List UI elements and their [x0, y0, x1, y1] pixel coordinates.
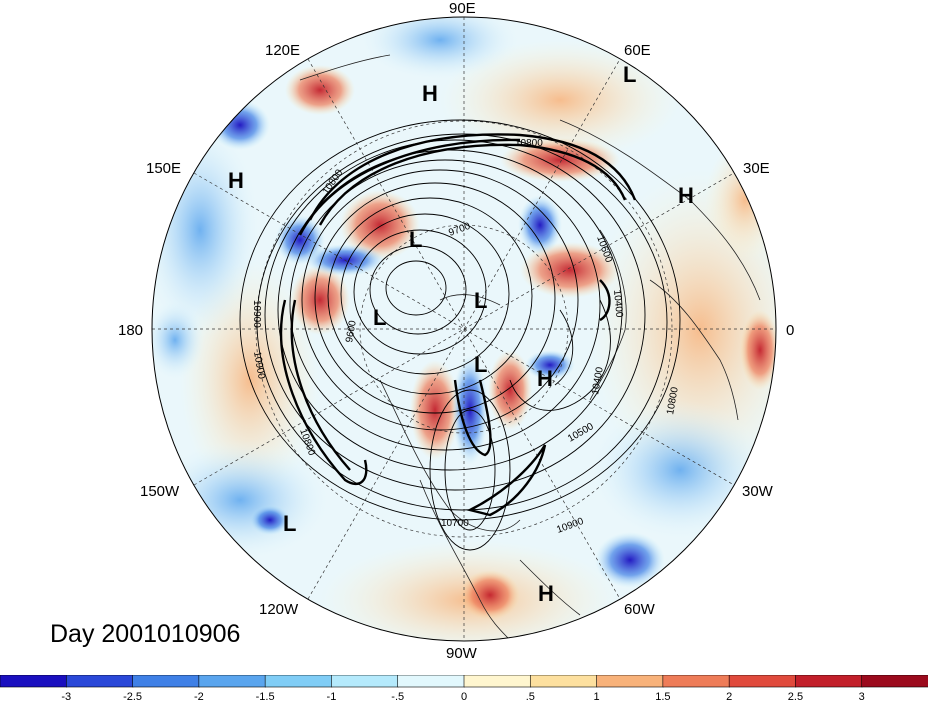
- pressure-center: L: [474, 352, 487, 377]
- contour-label: 10800: [515, 138, 543, 149]
- contour-label: 9600: [344, 319, 359, 343]
- colorbar-box: [662, 675, 730, 688]
- pressure-center: L: [283, 511, 296, 536]
- lon-label-30w: 30W: [742, 483, 774, 500]
- colorbar-tick-label: .5: [526, 691, 535, 702]
- colorbar-tick-label: 2: [726, 691, 732, 702]
- pressure-center: H: [678, 183, 694, 208]
- pressure-center: H: [538, 581, 554, 606]
- contour-label: 10400: [611, 289, 624, 318]
- contour-label: 10800: [665, 386, 681, 416]
- pressure-center: H: [537, 366, 553, 391]
- colorbar-tick-label: -.5: [391, 691, 404, 702]
- lon-label-60w: 60W: [624, 601, 656, 618]
- pressure-center: L: [623, 62, 636, 87]
- lon-label-0: 0: [786, 322, 794, 339]
- pressure-center: L: [409, 227, 422, 252]
- colorbar-box: [529, 675, 598, 688]
- colorbar-tick-label: -2.5: [123, 691, 142, 702]
- colorbar-box: [132, 675, 200, 688]
- colorbar-tick-label: 0: [461, 691, 467, 702]
- colorbar-box: [0, 675, 68, 688]
- contour-label: 10400: [590, 366, 606, 396]
- lon-label-90e: 90E: [449, 0, 476, 17]
- contour-label-group: 10800 10800 9700 10600 10900 9600 10400 …: [251, 138, 681, 536]
- pressure-centers: H L H H L L L L H L H: [228, 62, 694, 606]
- date-caption: Day 2001010906: [50, 620, 241, 648]
- polar-map: 10800 10800 9700 10600 10900 9600 10400 …: [118, 0, 794, 662]
- contour-label: 10900: [251, 351, 267, 381]
- colorbar-box: [198, 675, 266, 688]
- jet-contours: [279, 133, 637, 517]
- colorbar-box: [795, 675, 863, 688]
- colorbar-box: [65, 675, 134, 688]
- contour-label: 10900: [251, 300, 262, 328]
- colorbar: -3 -2.5 -2 -1.5 -1 -.5 0 .5 1 1.5 2 2.5 3: [0, 675, 928, 702]
- colorbar-tick-label: 1: [594, 691, 600, 702]
- lon-label-120e: 120E: [265, 42, 300, 59]
- lon-label-120w: 120W: [259, 601, 299, 618]
- colorbar-box: [861, 675, 928, 688]
- lon-label-60e: 60E: [624, 42, 651, 59]
- colorbar-tick-label: -1.5: [256, 691, 275, 702]
- colorbar-ticks: -3 -2.5 -2 -1.5 -1 -.5 0 .5 1 1.5 2 2.5 3: [61, 691, 864, 702]
- colorbar-box: [331, 675, 399, 688]
- colorbar-tick-label: 2.5: [788, 691, 803, 702]
- colorbar-tick-label: 3: [859, 691, 865, 702]
- colorbar-box: [264, 675, 333, 688]
- colorbar-box: [463, 675, 532, 688]
- longitude-labels: 90E 120E 60E 150E 30E 180 0 150W 30W 120…: [118, 0, 794, 662]
- pressure-center: H: [228, 168, 244, 193]
- colorbar-tick-label: -3: [61, 691, 71, 702]
- lon-label-150e: 150E: [146, 160, 181, 177]
- graticule: [152, 17, 776, 641]
- colorbar-box: [728, 675, 797, 688]
- pressure-center: L: [474, 288, 487, 313]
- lon-label-150w: 150W: [140, 483, 180, 500]
- colorbar-tick-label: -2: [194, 691, 204, 702]
- colorbar-box: [397, 675, 465, 688]
- lon-label-30e: 30E: [743, 160, 770, 177]
- colorbar-tick-label: 1.5: [655, 691, 670, 702]
- colorbar-boxes: [0, 675, 928, 688]
- pressure-center: L: [373, 305, 386, 330]
- colorbar-box: [596, 675, 664, 688]
- contour-label: 10700: [441, 518, 469, 529]
- lon-label-90w: 90W: [446, 645, 478, 662]
- colorbar-tick-label: -1: [327, 691, 337, 702]
- map-boundary: [151, 16, 777, 642]
- lon-label-180: 180: [118, 322, 143, 339]
- pressure-center: H: [422, 81, 438, 106]
